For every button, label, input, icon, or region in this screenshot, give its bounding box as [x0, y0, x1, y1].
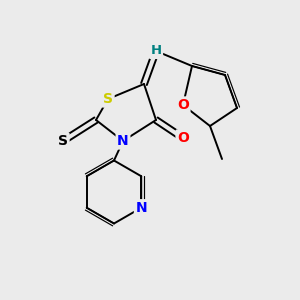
Text: O: O — [177, 131, 189, 145]
Text: N: N — [117, 134, 129, 148]
Text: S: S — [58, 134, 68, 148]
Text: S: S — [103, 92, 113, 106]
Text: N: N — [136, 201, 147, 215]
Text: H: H — [150, 44, 162, 58]
Text: O: O — [177, 98, 189, 112]
